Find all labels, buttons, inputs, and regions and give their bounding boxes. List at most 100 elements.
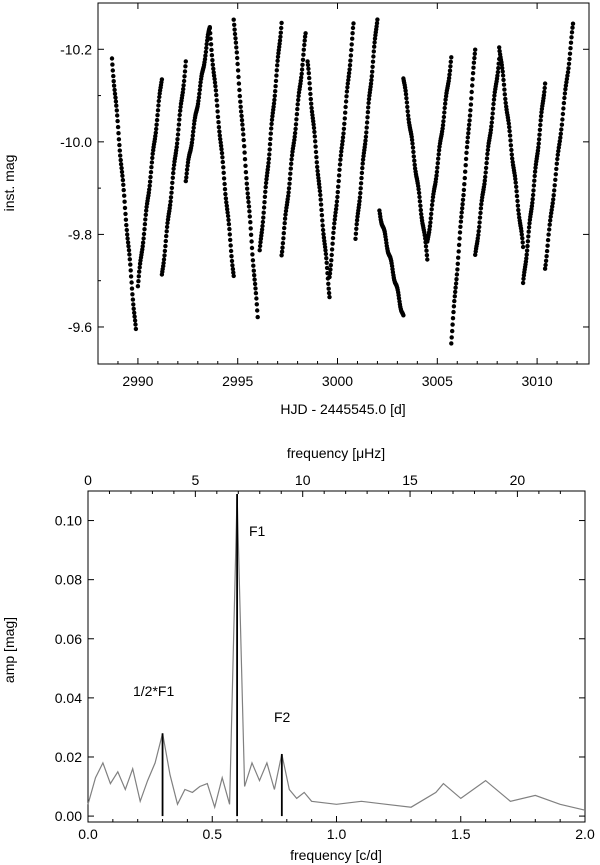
light-curve-point	[360, 161, 365, 166]
light-curve-point	[209, 47, 214, 53]
light-curve-point	[557, 139, 562, 144]
light-curve-point	[204, 41, 209, 47]
light-curve-point	[217, 129, 222, 134]
light-curve-point	[507, 133, 513, 138]
light-curve-point	[463, 169, 468, 174]
light-curve-point	[424, 248, 429, 253]
light-curve-point	[535, 148, 541, 153]
light-curve-point	[132, 314, 137, 319]
light-curve-point	[313, 144, 318, 149]
light-curve-point	[524, 252, 529, 257]
light-curve-point	[175, 137, 180, 142]
light-curve-point	[305, 59, 310, 64]
light-curve-point	[128, 268, 133, 273]
light-curve-point	[191, 125, 196, 130]
light-curve-point	[567, 56, 572, 62]
light-curve-point	[435, 161, 440, 166]
light-curve-point	[519, 232, 524, 237]
light-curve-point	[165, 220, 170, 226]
light-curve-point	[247, 214, 252, 219]
light-curve-point	[553, 177, 558, 182]
light-curve-point	[315, 164, 320, 170]
light-curve-point	[302, 42, 307, 48]
light-curve-point	[170, 175, 175, 180]
light-curve-point	[401, 313, 406, 318]
light-curve-point	[514, 189, 519, 194]
light-curve-point	[417, 194, 422, 200]
light-curve-point	[374, 24, 379, 29]
light-curve-point	[567, 51, 573, 56]
light-curve-point	[508, 143, 514, 148]
light-curve-point	[146, 190, 151, 195]
light-curve-point	[178, 108, 183, 113]
light-curve-point	[460, 197, 466, 202]
light-curve-point	[357, 195, 363, 200]
light-curve-point	[356, 202, 362, 207]
light-curve-point	[538, 113, 544, 119]
light-curve-point	[366, 96, 372, 102]
light-curve-point	[269, 121, 274, 127]
light-curve-point	[231, 270, 236, 275]
light-curve-point	[339, 145, 344, 151]
light-curve-point	[358, 186, 363, 191]
light-curve-y-tick-label: -9.8	[68, 226, 92, 242]
spectrum-x-tick-label: 0.0	[78, 826, 98, 842]
light-curve-point	[550, 204, 555, 209]
light-curve-x-tick-label: 3005	[422, 373, 453, 389]
light-curve-point	[447, 72, 452, 77]
light-curve-point	[163, 243, 168, 249]
light-curve-point	[516, 207, 521, 213]
light-curve-point	[143, 212, 148, 217]
light-curve-point	[282, 216, 288, 221]
light-curve-point	[471, 65, 476, 70]
light-curve-point	[339, 149, 344, 154]
light-curve-point	[183, 64, 188, 69]
light-curve-point	[324, 256, 329, 261]
light-curve-point	[489, 124, 494, 129]
light-curve-point	[130, 292, 135, 297]
light-curve-point	[135, 284, 141, 289]
light-curve-point	[454, 277, 459, 282]
light-curve-point	[299, 67, 305, 72]
light-curve-point	[503, 96, 508, 102]
light-curve-point	[225, 207, 230, 212]
light-curve-point	[403, 88, 408, 93]
light-curve-point	[328, 263, 333, 268]
light-curve-point	[328, 267, 333, 272]
light-curve-point	[228, 248, 234, 254]
light-curve-point	[510, 156, 515, 161]
light-curve-point	[501, 77, 506, 83]
light-curve-point	[340, 138, 345, 144]
spectrum-y-tick-label: 0.10	[55, 513, 82, 529]
light-curve-point	[424, 253, 430, 258]
light-curve-point	[416, 183, 421, 189]
light-curve-point	[566, 61, 572, 66]
light-curve-point	[283, 212, 288, 217]
light-curve-point	[509, 147, 514, 153]
light-curve-point	[117, 148, 123, 153]
light-curve-point	[412, 162, 417, 167]
light-curve-point	[477, 220, 482, 225]
light-curve-point	[143, 217, 148, 222]
light-curve-point	[162, 253, 167, 258]
light-curve-point	[136, 274, 141, 279]
light-curve-point	[111, 83, 117, 88]
light-curve-point	[320, 223, 325, 228]
light-curve-point	[542, 81, 548, 86]
light-curve-point	[190, 133, 195, 138]
light-curve-point	[109, 56, 115, 61]
light-curve-point	[462, 182, 467, 187]
light-curve-point	[334, 199, 340, 204]
light-curve-point	[307, 86, 313, 91]
light-curve-point	[440, 126, 445, 131]
light-curve-point	[212, 76, 217, 82]
light-curve-point	[332, 217, 337, 222]
light-curve-point	[216, 125, 222, 130]
light-curve-point	[331, 230, 336, 235]
light-curve-point	[538, 118, 543, 123]
light-curve-point	[312, 129, 317, 135]
light-curve-point	[321, 235, 327, 240]
light-curve-point	[127, 252, 132, 257]
light-curve-point	[337, 162, 343, 167]
light-curve-point	[371, 54, 376, 59]
